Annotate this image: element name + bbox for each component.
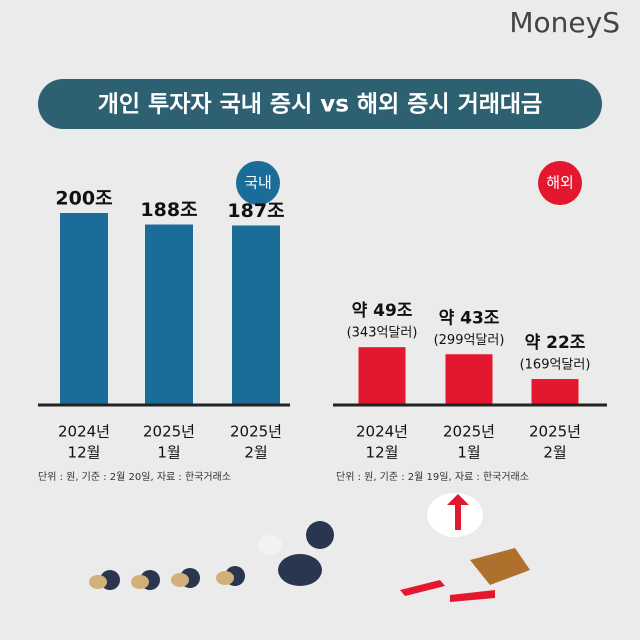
bar	[445, 354, 493, 405]
value-label: 188조	[140, 199, 197, 221]
category-label: 2024년	[356, 423, 408, 441]
logo: MoneyS	[509, 6, 620, 39]
title: 개인 투자자 국내 증시 vs 해외 증시 거래대금	[98, 92, 542, 118]
value-label: 187조	[227, 200, 284, 222]
bar	[145, 224, 193, 405]
badge	[538, 161, 582, 205]
value-label: 약 43조	[439, 307, 500, 328]
illustration	[89, 493, 530, 602]
badge-label: 국내	[244, 174, 272, 192]
category-label: 2024년	[58, 423, 110, 441]
value-label: 약 22조	[525, 332, 586, 353]
category-label: 12월	[68, 444, 101, 462]
category-label: 1월	[157, 444, 180, 462]
bar	[232, 225, 280, 405]
usd-label: (299억달러)	[434, 333, 505, 348]
usd-label: (169억달러)	[520, 358, 591, 373]
category-label: 1월	[457, 444, 480, 462]
bar	[358, 347, 406, 405]
category-label: 12월	[366, 444, 399, 462]
category-label: 2025년	[143, 423, 195, 441]
value-label: 약 49조	[352, 300, 413, 321]
category-label: 2025년	[529, 423, 581, 441]
badge-label: 해외	[546, 174, 574, 192]
category-label: 2월	[244, 444, 267, 462]
category-label: 2월	[543, 444, 566, 462]
bar	[531, 379, 579, 405]
bar	[60, 213, 108, 405]
note: 단위 : 원, 기준 : 2월 19일, 자료 : 한국거래소	[336, 470, 529, 483]
category-label: 2025년	[443, 423, 495, 441]
badge	[236, 161, 280, 205]
title-pill	[38, 79, 602, 129]
category-label: 2025년	[230, 423, 282, 441]
note: 단위 : 원, 기준 : 2월 20일, 자료 : 한국거래소	[38, 470, 231, 483]
usd-label: (343억달러)	[347, 326, 418, 341]
value-label: 200조	[55, 188, 112, 210]
